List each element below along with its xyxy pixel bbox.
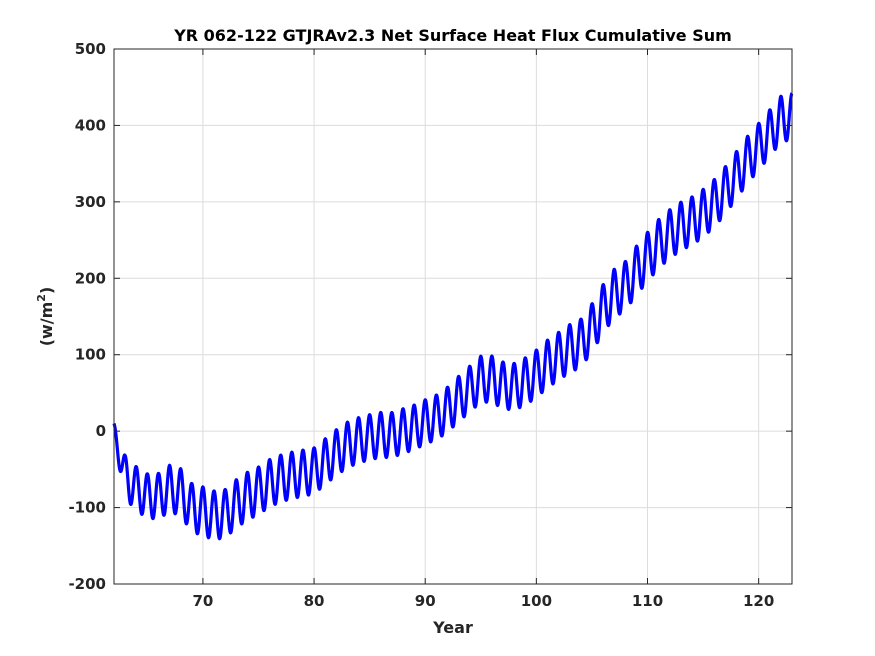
x-tick-label: 90 bbox=[415, 592, 436, 610]
y-tick-label: 200 bbox=[75, 269, 106, 287]
y-tick-label: 400 bbox=[75, 116, 106, 134]
axes-box bbox=[113, 48, 793, 585]
x-tick-label: 110 bbox=[632, 592, 663, 610]
x-axis-label: Year bbox=[432, 618, 473, 637]
series-line-0 bbox=[112, 91, 794, 541]
grid-lines bbox=[114, 49, 792, 584]
y-tick-label: 300 bbox=[75, 193, 106, 211]
data-series bbox=[112, 91, 794, 541]
y-axis-label: (w/m2) bbox=[35, 287, 56, 347]
y-tick-label: -200 bbox=[68, 575, 106, 593]
x-tick-label: 70 bbox=[192, 592, 213, 610]
y-axis-label-superscript: 2 bbox=[35, 294, 48, 302]
y-axis-label-close: ) bbox=[37, 287, 56, 294]
y-axis-label-base: (w/m bbox=[37, 302, 56, 347]
y-tick-label: 100 bbox=[75, 346, 106, 364]
y-tick-label: 0 bbox=[96, 422, 106, 440]
y-tick-label: 500 bbox=[75, 40, 106, 58]
x-tick-label: 120 bbox=[743, 592, 774, 610]
chart-title: YR 062-122 GTJRAv2.3 Net Surface Heat Fl… bbox=[173, 26, 732, 45]
axis-ticks: 70 80 90 100 110 120 -200 -100 0 100 200 300 400 500 bbox=[68, 40, 792, 610]
y-tick-label: -100 bbox=[68, 499, 106, 517]
x-tick-label: 80 bbox=[304, 592, 325, 610]
x-tick-label: 100 bbox=[521, 592, 552, 610]
